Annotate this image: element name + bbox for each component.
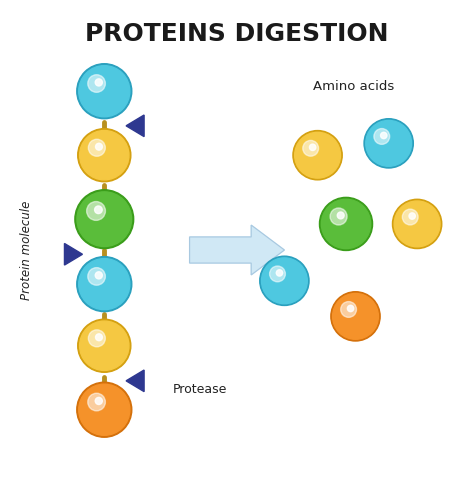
Circle shape — [303, 140, 319, 156]
Circle shape — [79, 66, 130, 117]
Circle shape — [88, 74, 105, 92]
Circle shape — [409, 213, 415, 219]
Circle shape — [347, 306, 354, 312]
Circle shape — [88, 268, 105, 285]
Circle shape — [96, 334, 102, 340]
Circle shape — [80, 130, 129, 180]
Circle shape — [333, 294, 378, 340]
Circle shape — [95, 398, 102, 404]
Circle shape — [79, 258, 130, 310]
Circle shape — [75, 190, 134, 248]
Polygon shape — [126, 370, 144, 392]
Circle shape — [78, 319, 131, 372]
Circle shape — [321, 199, 371, 248]
Circle shape — [79, 384, 130, 436]
Circle shape — [330, 208, 347, 225]
FancyArrow shape — [190, 225, 284, 275]
Circle shape — [381, 132, 387, 138]
Circle shape — [402, 209, 418, 225]
Polygon shape — [126, 115, 144, 136]
Circle shape — [95, 206, 102, 214]
Circle shape — [88, 393, 105, 411]
Circle shape — [366, 120, 411, 166]
Circle shape — [374, 128, 390, 144]
Circle shape — [80, 321, 129, 370]
Circle shape — [319, 198, 373, 250]
Circle shape — [88, 330, 105, 347]
Circle shape — [77, 64, 132, 118]
Text: Amino acids: Amino acids — [312, 80, 394, 93]
Circle shape — [392, 200, 442, 248]
Circle shape — [77, 256, 132, 312]
Text: Protein molecule: Protein molecule — [19, 200, 33, 300]
Text: Protease: Protease — [173, 384, 228, 396]
Polygon shape — [64, 244, 82, 265]
Circle shape — [270, 266, 285, 282]
Circle shape — [276, 270, 283, 276]
Circle shape — [95, 79, 102, 86]
Circle shape — [78, 128, 131, 182]
Circle shape — [310, 144, 316, 150]
Circle shape — [96, 144, 102, 150]
Circle shape — [341, 302, 356, 318]
Circle shape — [260, 256, 309, 306]
Circle shape — [293, 130, 342, 180]
Circle shape — [77, 192, 132, 246]
Circle shape — [364, 118, 413, 168]
Circle shape — [87, 202, 105, 220]
Circle shape — [394, 201, 440, 247]
Circle shape — [95, 272, 102, 279]
Text: PROTEINS DIGESTION: PROTEINS DIGESTION — [85, 22, 389, 46]
Circle shape — [295, 132, 340, 178]
Circle shape — [262, 258, 307, 304]
Circle shape — [337, 212, 344, 219]
Circle shape — [331, 292, 380, 341]
Circle shape — [88, 140, 105, 156]
Circle shape — [77, 382, 132, 437]
